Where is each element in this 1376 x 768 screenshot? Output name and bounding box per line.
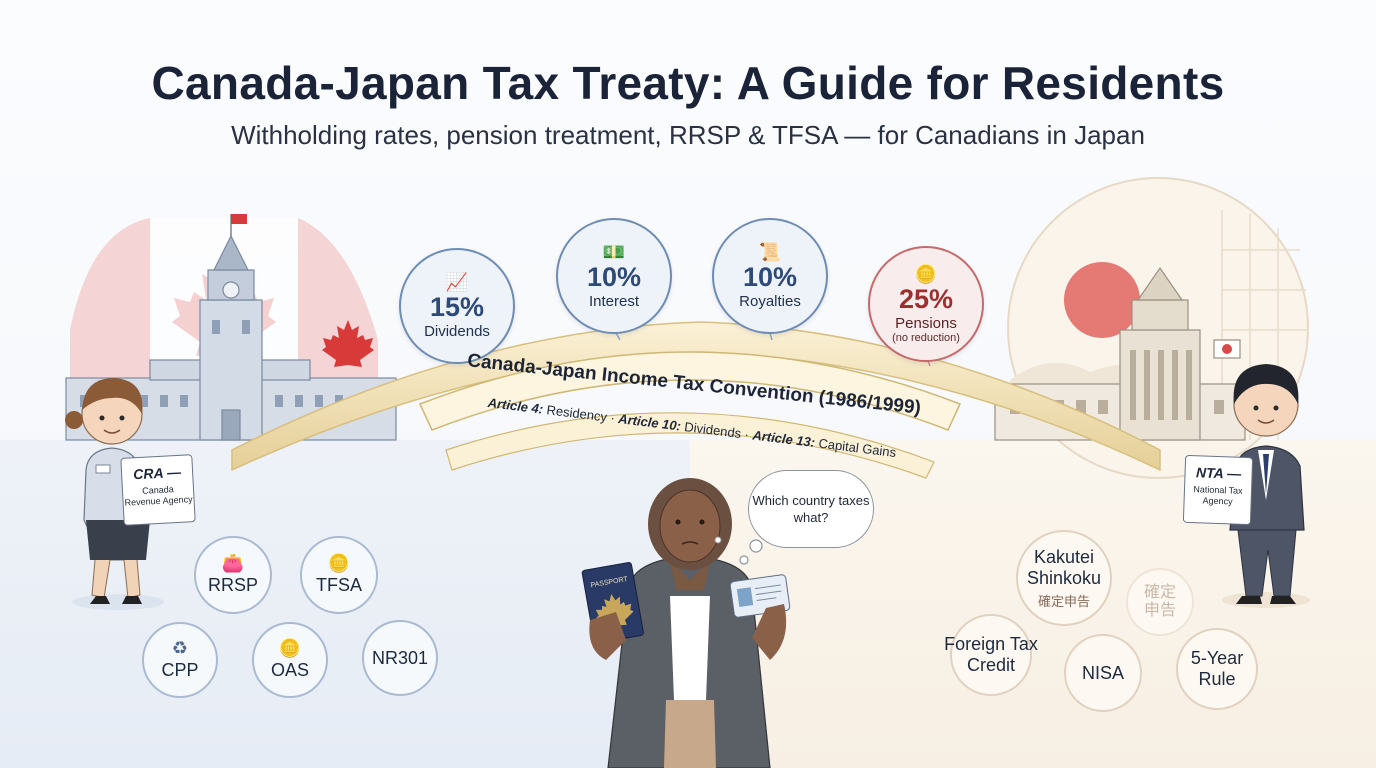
nta-card: NTA — National Tax Agency xyxy=(1182,454,1254,526)
kakutei-shinkoku-badge: Kakutei Shinkoku 確定申告 xyxy=(1016,530,1112,626)
nr301-badge: NR301 xyxy=(362,620,438,696)
badge-label: 5-Year Rule xyxy=(1190,648,1244,689)
thought-dot xyxy=(739,555,749,565)
wallet-icon: 👛 xyxy=(221,553,245,573)
five-year-rule-badge: 5-Year Rule xyxy=(1176,628,1258,710)
cra-abbr: CRA — xyxy=(132,463,182,483)
pensions-rate-bubble: 🪙 25% Pensions (no reduction) xyxy=(868,246,984,362)
rate-percent: 15% xyxy=(429,291,485,322)
banknote-icon: 💵 xyxy=(602,241,626,262)
cpp-badge: ♻ CPP xyxy=(142,622,218,698)
nta-abbr: NTA — xyxy=(1195,464,1242,482)
nisa-badge: NISA xyxy=(1064,634,1142,712)
rate-label: Interest xyxy=(588,292,640,310)
rate-label: Dividends xyxy=(424,322,490,340)
article-separator: · xyxy=(743,426,750,442)
badge-kanji: 確定申告 xyxy=(1037,593,1090,609)
badge-label: Kakutei Shinkoku xyxy=(1026,546,1102,588)
hand-coin-icon: 🪙 xyxy=(278,638,302,658)
thought-dot xyxy=(749,539,763,553)
foreign-tax-credit-badge: Foreign Tax Credit xyxy=(944,614,1038,696)
badge-label: NR301 xyxy=(371,647,429,668)
article-separator: · xyxy=(609,410,616,426)
badge-label: NISA xyxy=(1081,662,1124,683)
badge-label: TFSA xyxy=(315,575,362,595)
recycle-icon: ♻ xyxy=(171,638,189,658)
cra-card: CRA — Canada Revenue Agency xyxy=(120,454,196,526)
hand-coin-icon: 🪙 xyxy=(914,263,938,284)
rate-percent: 10% xyxy=(742,261,798,292)
dividends-rate-bubble: 📈 15% Dividends xyxy=(399,248,515,364)
rate-percent: 25% xyxy=(898,283,954,314)
rate-percent: 10% xyxy=(586,261,642,292)
badge-label: CPP xyxy=(161,660,199,680)
rate-label: Pensions xyxy=(895,314,957,332)
badge-label: RRSP xyxy=(207,575,258,595)
interest-rate-bubble: 💵 10% Interest xyxy=(556,218,672,334)
page-subtitle: Withholding rates, pension treatment, RR… xyxy=(231,120,1145,150)
kakutei-faded-badge: 確定申告 xyxy=(1126,568,1194,636)
document-icon: 📜 xyxy=(758,241,782,262)
coins-icon: 🪙 xyxy=(327,553,351,573)
badge-kanji: 確定申告 xyxy=(1143,584,1176,619)
oas-badge: 🪙 OAS xyxy=(252,622,328,698)
rrsp-badge: 👛 RRSP xyxy=(194,536,272,614)
badge-label: Foreign Tax Credit xyxy=(944,634,1038,675)
tfsa-badge: 🪙 TFSA xyxy=(300,536,378,614)
rate-label: Royalties xyxy=(739,292,801,310)
chart-icon: 📈 xyxy=(445,271,469,292)
page-title: Canada-Japan Tax Treaty: A Guide for Res… xyxy=(151,57,1225,109)
nta-full-name: National Tax Agency xyxy=(1193,484,1243,507)
thought-bubble: Which country taxes what? xyxy=(748,470,874,548)
cra-full-name: Canada Revenue Agency xyxy=(124,484,193,508)
cra-officer-figure xyxy=(65,378,164,610)
royalties-rate-bubble: 📜 10% Royalties xyxy=(712,218,828,334)
rate-note: (no reduction) xyxy=(892,331,960,344)
resident-figure: PASSPORT xyxy=(581,478,791,768)
badge-label: OAS xyxy=(270,660,309,680)
